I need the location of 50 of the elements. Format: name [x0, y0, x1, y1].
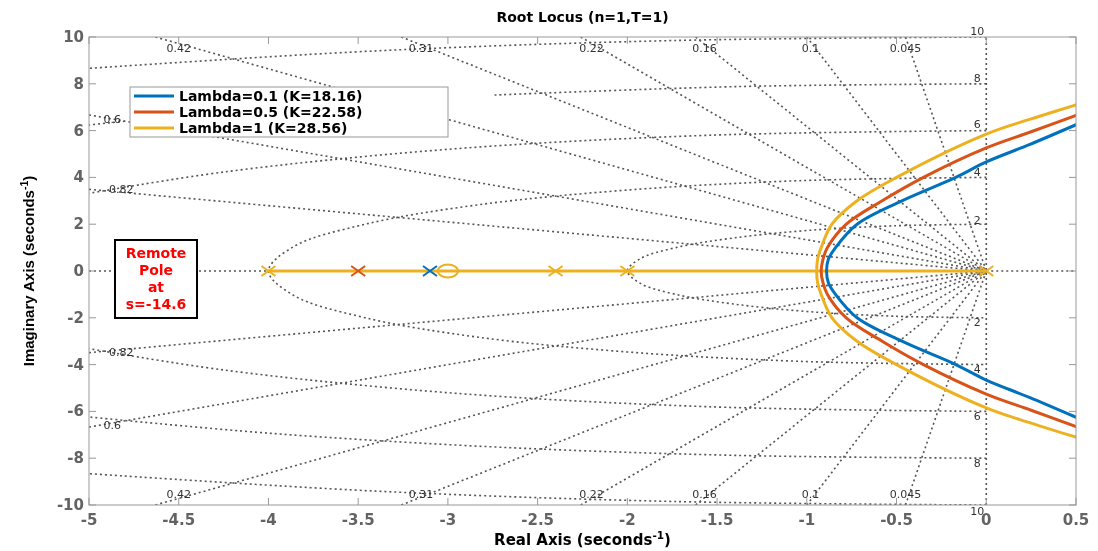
annotation: 0.6 [103, 418, 122, 432]
y-tick-label: -10 [56, 496, 84, 514]
chart-title: Root Locus (n=1,T=1) [496, 9, 669, 25]
annotation: 2 [973, 213, 981, 227]
y-tick-label: 4 [73, 168, 84, 187]
annotation: 0.31 [408, 488, 434, 502]
y-tick-label: 8 [73, 74, 84, 93]
legend-label: Lambda=0.1 (K=18.16) [179, 88, 363, 104]
annotation: Remote Pole at s=-14.6 [125, 245, 187, 312]
y-tick-label: 0 [73, 262, 84, 280]
annotation: 8 [973, 71, 981, 85]
annotation: 0.1 [801, 488, 820, 502]
annotation: 0.22 [579, 41, 604, 55]
annotation: 6 [973, 410, 981, 424]
annotation: 0.16 [692, 41, 717, 55]
y-tick-label: -2 [67, 308, 84, 327]
y-tick-label: -8 [67, 449, 84, 468]
annotation: 0.31 [408, 41, 434, 55]
legend-label: Lambda=1 (K=28.56) [179, 120, 348, 136]
annotation: 4 [973, 165, 981, 179]
y-tick-label: 6 [73, 121, 84, 140]
x-tick-label: -1.5 [700, 511, 734, 529]
annotation: 0.22 [579, 488, 604, 502]
x-tick-label: -5 [80, 511, 98, 529]
annotation: 0.16 [692, 488, 717, 502]
x-tick-label: -1 [798, 511, 816, 529]
x-tick-label: -2.5 [521, 511, 555, 529]
annotation: 8 [973, 456, 981, 470]
annotation: 6 [973, 117, 981, 131]
annotation: 2 [973, 316, 981, 330]
y-tick-label: 10 [63, 28, 84, 46]
x-axis-title: Real Axis (seconds$^{-1}$) [494, 529, 671, 549]
y-tick-label: -6 [67, 402, 84, 421]
x-tick-label: -3.5 [341, 511, 375, 529]
x-tick-label: -3 [439, 511, 457, 529]
annotation: 0.045 [889, 41, 922, 55]
x-tick-label: -2 [619, 511, 636, 529]
x-tick-label: -0.5 [880, 511, 913, 529]
y-tick-label: 2 [73, 215, 84, 234]
x-tick-label: -4.5 [162, 511, 196, 529]
legend-label: Lambda=0.5 (K=22.58) [179, 104, 363, 120]
y-tick-label: -4 [67, 355, 84, 374]
annotation: 0.42 [166, 41, 191, 55]
x-tick-label: 0.5 [1062, 511, 1090, 529]
annotation: 0.42 [166, 488, 191, 502]
annotation: 4 [973, 363, 981, 377]
annotation: 0.1 [801, 41, 820, 55]
x-tick-label: -4 [260, 511, 277, 529]
annotation: 0.045 [889, 488, 922, 502]
annotation: 10 [970, 25, 985, 39]
